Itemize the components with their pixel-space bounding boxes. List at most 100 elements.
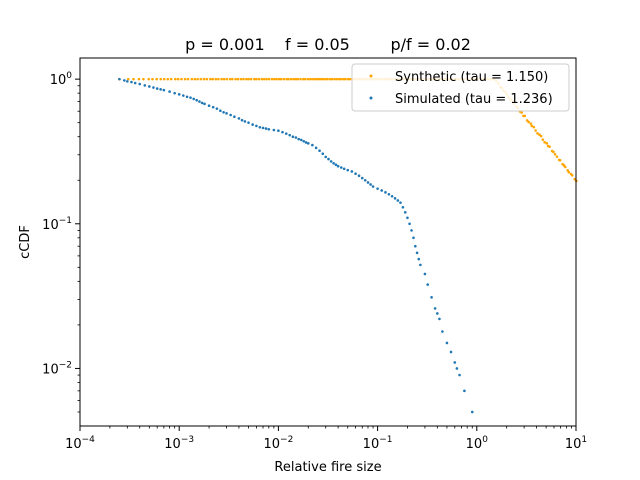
data-point bbox=[277, 129, 280, 133]
data-point bbox=[200, 101, 204, 105]
data-point bbox=[219, 109, 222, 113]
data-point bbox=[573, 177, 577, 181]
data-point bbox=[311, 77, 314, 81]
data-point bbox=[211, 105, 215, 109]
data-point bbox=[445, 341, 449, 345]
data-point bbox=[265, 77, 268, 81]
data-point bbox=[234, 77, 237, 81]
data-point bbox=[317, 77, 321, 81]
data-point bbox=[202, 77, 206, 81]
data-point bbox=[548, 145, 551, 148]
data-point bbox=[419, 263, 422, 267]
legend-marker bbox=[369, 96, 373, 100]
data-point bbox=[302, 139, 306, 143]
data-point bbox=[267, 128, 271, 131]
data-point bbox=[126, 77, 130, 81]
legend-label: Simulated (tau = 1.236) bbox=[395, 92, 553, 107]
data-point bbox=[363, 178, 367, 182]
data-point bbox=[294, 77, 298, 81]
data-point bbox=[130, 80, 133, 84]
data-point bbox=[282, 77, 286, 81]
data-point bbox=[335, 77, 339, 81]
data-point bbox=[174, 77, 177, 81]
y-tick-label: 100 bbox=[50, 71, 73, 88]
data-point bbox=[176, 77, 180, 81]
data-point bbox=[326, 77, 329, 81]
data-point bbox=[555, 155, 559, 158]
data-point bbox=[570, 173, 574, 177]
data-point bbox=[399, 201, 402, 204]
x-axis: 10−4 10−3 10−2 10−1 100 101 bbox=[65, 426, 587, 452]
data-point bbox=[132, 77, 135, 81]
data-point bbox=[255, 124, 258, 128]
data-point bbox=[242, 77, 245, 81]
data-point bbox=[324, 77, 327, 81]
data-point bbox=[552, 150, 555, 154]
data-point bbox=[253, 77, 256, 81]
x-tick-label: 10−3 bbox=[164, 435, 194, 452]
data-point bbox=[304, 141, 308, 144]
data-point bbox=[299, 138, 303, 142]
data-point bbox=[215, 107, 219, 110]
data-point bbox=[123, 79, 126, 82]
data-point bbox=[225, 112, 228, 115]
data-point bbox=[318, 149, 321, 153]
x-tick-label: 10−1 bbox=[363, 435, 393, 452]
data-point bbox=[342, 167, 346, 171]
data-point bbox=[563, 165, 567, 169]
data-point bbox=[159, 77, 163, 81]
data-point bbox=[196, 77, 199, 81]
data-point bbox=[245, 77, 248, 81]
data-point bbox=[470, 410, 474, 414]
data-point bbox=[264, 127, 268, 130]
data-point bbox=[306, 142, 310, 145]
data-point bbox=[463, 389, 466, 393]
data-point bbox=[217, 77, 220, 81]
data-point bbox=[523, 114, 527, 118]
y-tick-label: 10−1 bbox=[42, 216, 72, 233]
data-point bbox=[541, 138, 545, 141]
data-point bbox=[414, 244, 417, 248]
data-point bbox=[567, 170, 571, 174]
y-tick-label: 10−2 bbox=[42, 360, 72, 377]
data-point bbox=[209, 77, 212, 81]
data-point bbox=[455, 367, 459, 370]
data-point bbox=[339, 77, 343, 81]
data-point bbox=[406, 216, 409, 220]
data-point bbox=[233, 115, 236, 118]
data-point bbox=[262, 77, 266, 81]
data-point bbox=[545, 142, 549, 145]
data-point bbox=[143, 84, 147, 87]
data-point bbox=[214, 77, 218, 81]
data-point bbox=[426, 283, 430, 286]
data-point bbox=[251, 123, 254, 126]
data-point bbox=[294, 136, 298, 139]
data-point bbox=[314, 146, 318, 150]
data-point bbox=[284, 132, 288, 135]
data-point bbox=[346, 77, 350, 81]
data-point bbox=[360, 176, 364, 180]
data-point bbox=[225, 77, 229, 81]
data-point bbox=[566, 168, 569, 172]
data-point bbox=[423, 272, 427, 276]
data-point bbox=[309, 77, 312, 81]
data-point bbox=[401, 206, 405, 209]
data-point bbox=[380, 189, 384, 192]
data-point bbox=[275, 77, 278, 81]
data-point bbox=[291, 135, 295, 138]
data-point bbox=[321, 77, 325, 81]
data-point bbox=[228, 77, 232, 81]
data-point bbox=[273, 77, 276, 81]
data-point bbox=[257, 77, 261, 81]
data-point bbox=[155, 77, 158, 81]
data-point bbox=[342, 77, 345, 81]
data-point bbox=[330, 77, 334, 81]
data-point bbox=[453, 361, 457, 364]
data-point bbox=[258, 125, 262, 129]
data-point bbox=[183, 77, 187, 81]
data-point bbox=[336, 164, 340, 168]
data-point bbox=[288, 133, 292, 137]
data-point bbox=[337, 77, 341, 81]
data-point bbox=[137, 77, 141, 81]
